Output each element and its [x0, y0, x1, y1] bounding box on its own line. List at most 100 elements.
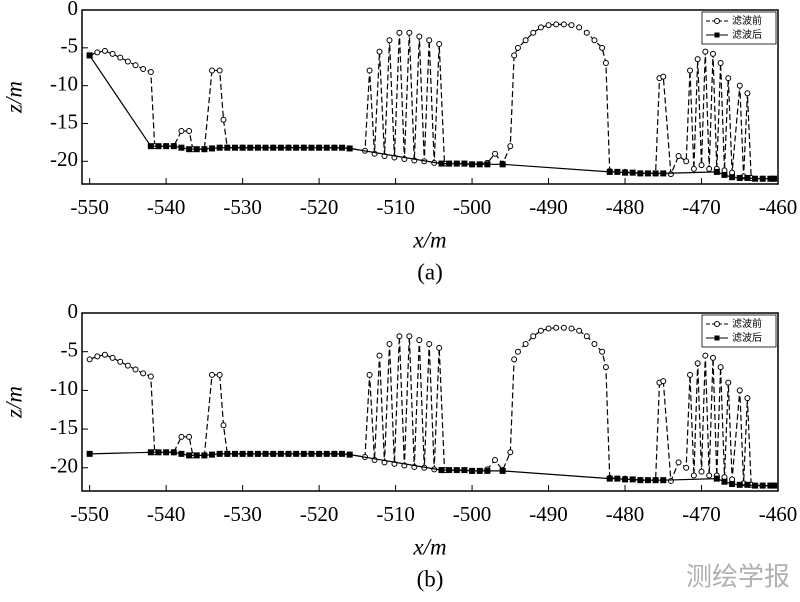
point	[239, 144, 246, 151]
point	[339, 144, 346, 151]
point	[262, 144, 269, 151]
point	[736, 174, 743, 181]
point	[163, 143, 170, 150]
point	[247, 144, 254, 151]
point	[163, 449, 170, 456]
point	[224, 450, 231, 457]
legend-label: 滤波后	[732, 331, 762, 344]
point	[568, 325, 575, 332]
point	[469, 467, 476, 474]
point	[637, 477, 644, 484]
y-tick-label: -5	[61, 338, 79, 362]
point	[744, 481, 751, 488]
point	[376, 48, 383, 55]
y-tick-label: -20	[50, 454, 78, 478]
point	[86, 450, 93, 457]
point	[186, 452, 193, 459]
point	[426, 37, 433, 44]
point	[511, 356, 518, 363]
point	[300, 144, 307, 151]
point	[560, 324, 567, 331]
point	[155, 449, 162, 456]
point	[438, 467, 445, 474]
point	[216, 371, 223, 378]
plot-frame	[81, 312, 779, 492]
point	[660, 73, 667, 80]
point	[300, 450, 307, 457]
point	[323, 450, 330, 457]
point	[721, 171, 728, 178]
point	[461, 160, 468, 167]
point	[254, 144, 261, 151]
point	[216, 450, 223, 457]
x-tick-label: -540	[147, 502, 186, 526]
point	[507, 449, 514, 456]
point	[759, 482, 766, 489]
point	[744, 395, 751, 402]
point	[752, 175, 759, 182]
point	[652, 477, 659, 484]
point	[426, 340, 433, 347]
point	[476, 161, 483, 168]
point	[346, 451, 353, 458]
point	[453, 160, 460, 167]
point	[507, 143, 514, 150]
point	[530, 29, 537, 36]
legend-label: 滤波前	[732, 14, 762, 27]
point	[155, 143, 162, 150]
caption: (a)	[417, 259, 443, 284]
caption: (b)	[417, 566, 444, 591]
point	[101, 351, 108, 358]
point	[239, 450, 246, 457]
y-axis-label: z/m	[1, 386, 26, 419]
point	[744, 90, 751, 97]
point	[771, 482, 778, 489]
point	[744, 174, 751, 181]
point	[484, 161, 491, 168]
x-tick-label: -470	[682, 195, 721, 219]
legend-marker	[714, 32, 720, 38]
x-tick-label: -510	[376, 502, 415, 526]
point	[316, 450, 323, 457]
point	[599, 348, 606, 355]
point	[209, 67, 216, 74]
point	[140, 370, 147, 377]
x-tick-label: -480	[606, 195, 645, 219]
point	[201, 146, 208, 153]
panel: -550 -540 -530 -520 -510 -500 -490 -480 -470 -460…	[1, 0, 797, 284]
point	[124, 58, 131, 65]
point	[629, 476, 636, 483]
point	[220, 422, 227, 429]
point	[124, 362, 131, 369]
point	[667, 171, 674, 178]
point	[725, 75, 732, 82]
x-tick-label: -490	[529, 195, 568, 219]
point	[86, 356, 93, 363]
x-axis-label: x/m	[412, 534, 446, 559]
point	[461, 467, 468, 474]
point	[553, 21, 560, 28]
point	[499, 467, 506, 474]
point	[416, 337, 423, 344]
point	[86, 52, 93, 59]
point	[492, 150, 499, 157]
point	[178, 433, 185, 440]
point	[560, 21, 567, 28]
point	[698, 162, 705, 169]
point	[277, 450, 284, 457]
point	[629, 169, 636, 176]
point	[140, 66, 147, 73]
point	[231, 450, 238, 457]
point	[339, 450, 346, 457]
point	[522, 340, 529, 347]
point	[101, 47, 108, 54]
point	[511, 52, 518, 59]
point	[545, 325, 552, 332]
point	[736, 481, 743, 488]
x-tick-label: -500	[453, 502, 492, 526]
point	[396, 29, 403, 36]
point	[147, 69, 154, 76]
x-tick-label: -530	[223, 502, 262, 526]
point	[606, 475, 613, 482]
point	[406, 333, 413, 340]
